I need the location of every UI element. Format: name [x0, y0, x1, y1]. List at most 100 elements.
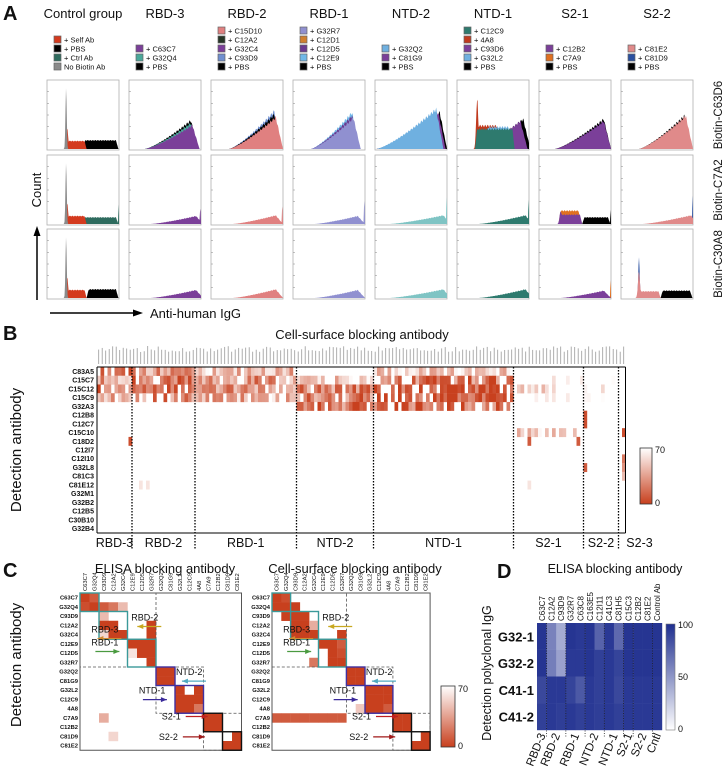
heatmap-cell — [170, 393, 175, 403]
heatmap-cell — [233, 384, 238, 394]
heatmap-cell — [566, 375, 570, 385]
heatmap-cell — [412, 375, 416, 385]
heatmap-cell — [387, 375, 392, 385]
heatmap-cell — [240, 393, 245, 403]
panel-letter-d: D — [497, 561, 511, 583]
heatmap-cell — [194, 704, 204, 714]
group-arrow-head — [137, 624, 144, 630]
heatmap-cell — [230, 393, 234, 403]
heatmap-cell — [146, 657, 157, 668]
group-label: NTD-2 — [366, 667, 393, 677]
histogram-panel — [456, 228, 530, 300]
group-arrow-head — [389, 734, 396, 740]
heatmap-cell — [482, 375, 486, 385]
heatmap-cell — [492, 401, 497, 411]
heatmap-cell — [286, 393, 290, 403]
heatmap-cell — [575, 676, 586, 704]
heatmap-cell — [454, 393, 458, 403]
heatmap-cell — [377, 367, 381, 376]
heatmap-cell — [281, 611, 291, 621]
histogram-series — [211, 115, 283, 149]
heatmap-cell — [258, 384, 262, 394]
heatmap-cell — [293, 384, 297, 394]
heatmap-cell — [233, 393, 238, 403]
heatmap-cell — [552, 375, 556, 385]
histogram-panel — [620, 228, 694, 300]
legend-swatch — [53, 53, 62, 62]
heatmap-cell — [99, 620, 109, 631]
row-label: G32Q2 — [59, 670, 78, 676]
legend-label: No Biotin Ab — [64, 63, 105, 72]
histogram-series — [621, 271, 693, 298]
group-box — [392, 712, 413, 733]
heatmap-cell — [232, 741, 242, 751]
histogram-series — [293, 289, 365, 298]
heatmap-cell — [471, 375, 476, 385]
legend-label: + C12B2 — [556, 45, 585, 54]
heatmap-cell — [321, 401, 325, 411]
heatmap-cell — [623, 703, 634, 731]
heatmap-cell — [209, 375, 213, 385]
heatmap-cell — [489, 384, 493, 394]
heatmap-title: ELISA blocking antibody — [548, 562, 684, 576]
heatmap-cell — [247, 375, 252, 385]
legend-swatch — [381, 62, 390, 71]
heatmap-cell — [118, 384, 122, 394]
heatmap-cell — [471, 384, 476, 394]
heatmap-cell — [244, 367, 248, 376]
group-box — [202, 712, 224, 733]
heatmap-cell — [565, 703, 576, 731]
heatmap-cell — [559, 428, 563, 438]
heatmap-cell — [419, 384, 423, 394]
heatmap-cell — [489, 367, 493, 376]
histogram-panel — [128, 79, 202, 151]
heatmap-cell — [408, 384, 413, 394]
heatmap-cell — [447, 401, 451, 411]
row-label: G32Q4 — [251, 605, 270, 611]
heatmap-cell — [496, 393, 500, 403]
heatmap-cell — [114, 384, 119, 394]
heatmap-cell — [282, 375, 287, 385]
heatmap-cell — [139, 480, 143, 490]
heatmap-cell — [583, 393, 588, 403]
histogram-panel — [46, 79, 120, 151]
heatmap-cell — [223, 367, 227, 376]
heatmap-cell — [281, 602, 291, 612]
row-label: C7A9 — [63, 716, 79, 722]
heatmap-cell — [100, 367, 105, 376]
heatmap-cell — [121, 384, 126, 394]
heatmap-cell — [135, 393, 140, 403]
histogram-series — [47, 277, 119, 298]
heatmap-title: Cell-surface blocking antibody — [268, 561, 442, 576]
heatmap-cell — [566, 393, 570, 403]
heatmap-cell — [420, 731, 431, 742]
heatmap-cell — [174, 367, 178, 376]
panel-letter-b: B — [3, 323, 17, 345]
heatmap-cell — [370, 384, 374, 394]
legend-swatch — [463, 53, 472, 62]
heatmap-cell — [468, 367, 472, 376]
heatmap-cell — [191, 375, 196, 385]
heatmap-cell — [104, 375, 108, 385]
heatmap-cell — [121, 367, 126, 376]
heatmap-cell — [153, 393, 157, 403]
row-label: C15C9 — [72, 395, 94, 402]
group-arrow-head — [97, 636, 104, 642]
heatmap-cell — [337, 639, 347, 649]
group-box — [79, 592, 100, 613]
heatmap-cell — [237, 384, 241, 394]
heatmap-cell — [251, 384, 255, 394]
heatmap-cell — [310, 401, 315, 411]
row-label: C12A2 — [252, 623, 270, 629]
row-label: C18D2 — [72, 439, 94, 446]
heatmap-cell — [327, 657, 338, 668]
heatmap-cell — [345, 375, 350, 385]
heatmap-cell — [352, 393, 357, 403]
heatmap-cell — [153, 384, 157, 394]
heatmap-cell — [402, 722, 412, 732]
heatmap-cell — [216, 375, 220, 385]
heatmap-cell — [510, 393, 514, 403]
histogram-panel — [374, 154, 448, 226]
histogram-frame — [128, 228, 202, 300]
heatmap-cell — [149, 375, 154, 385]
